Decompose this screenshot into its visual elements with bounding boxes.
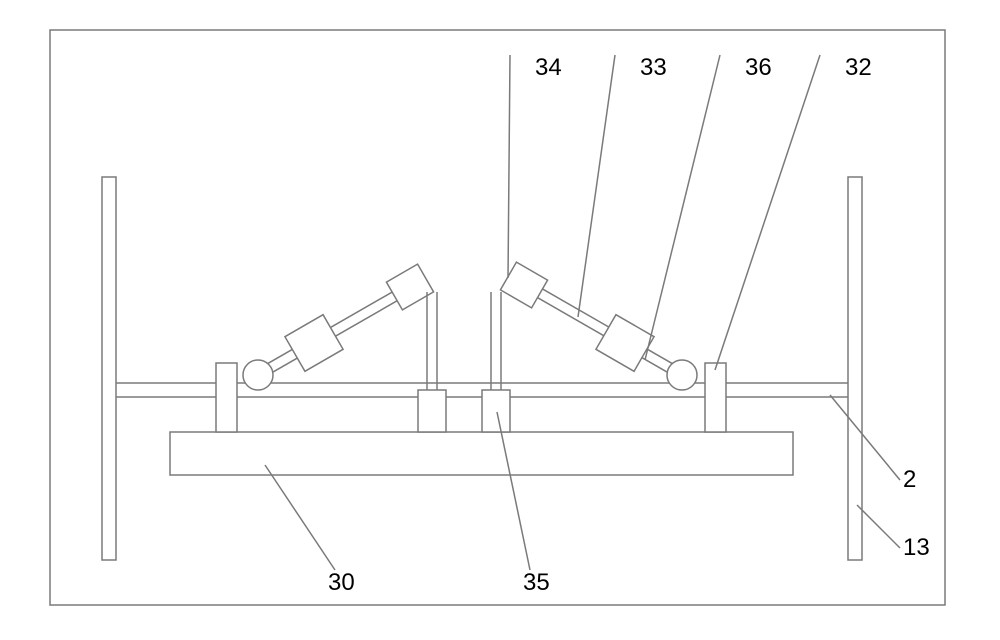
svg-text:34: 34 — [535, 54, 562, 81]
svg-text:36: 36 — [745, 54, 772, 81]
svg-text:32: 32 — [845, 54, 872, 81]
svg-text:13: 13 — [903, 534, 930, 561]
technical-diagram: 34 33 36 32 2 13 30 35 — [0, 0, 1000, 640]
svg-text:35: 35 — [523, 569, 550, 596]
svg-text:30: 30 — [328, 569, 355, 596]
svg-text:33: 33 — [640, 54, 667, 81]
svg-text:2: 2 — [903, 466, 916, 493]
